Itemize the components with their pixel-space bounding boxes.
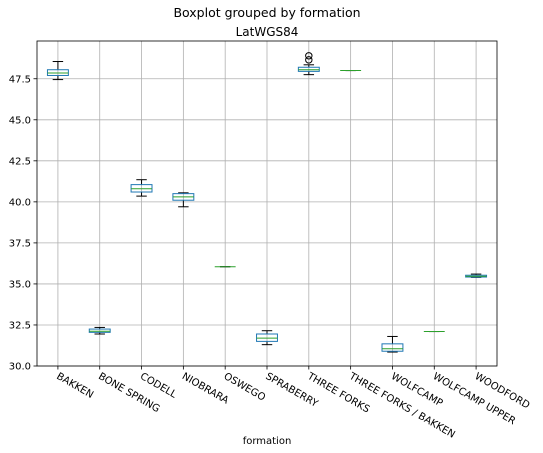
chart-title: LatWGS84 <box>236 25 299 39</box>
y-tick-label: 42.5 <box>9 156 31 167</box>
box-layer <box>46 52 488 353</box>
box <box>381 343 404 352</box>
box-group <box>172 192 195 208</box>
y-tick-label: 47.5 <box>9 74 31 85</box>
box-group <box>297 52 320 76</box>
flier-point <box>305 56 313 64</box>
box-group <box>88 326 111 335</box>
box-group <box>465 273 488 278</box>
x-tick-label: BAKKEN <box>54 371 95 401</box>
box-group <box>256 330 278 346</box>
y-tick-label: 30.0 <box>9 362 31 373</box>
box-group <box>46 61 69 81</box>
y-tick-label: 45.0 <box>9 115 31 126</box>
y-tick-label: 40.0 <box>9 197 31 208</box>
y-tick-label: 35.0 <box>9 279 31 290</box>
box-group <box>381 335 404 353</box>
flier-point <box>305 52 313 60</box>
grid-layer <box>37 41 497 367</box>
x-tick-label: NIOBRARA <box>180 371 231 407</box>
y-tick-label: 37.5 <box>9 238 31 249</box>
chart-suptitle: Boxplot grouped by formation <box>173 5 360 20</box>
x-axis-label: formation <box>243 436 292 447</box>
y-tick-label: 32.5 <box>9 320 31 331</box>
box-group <box>130 179 153 197</box>
